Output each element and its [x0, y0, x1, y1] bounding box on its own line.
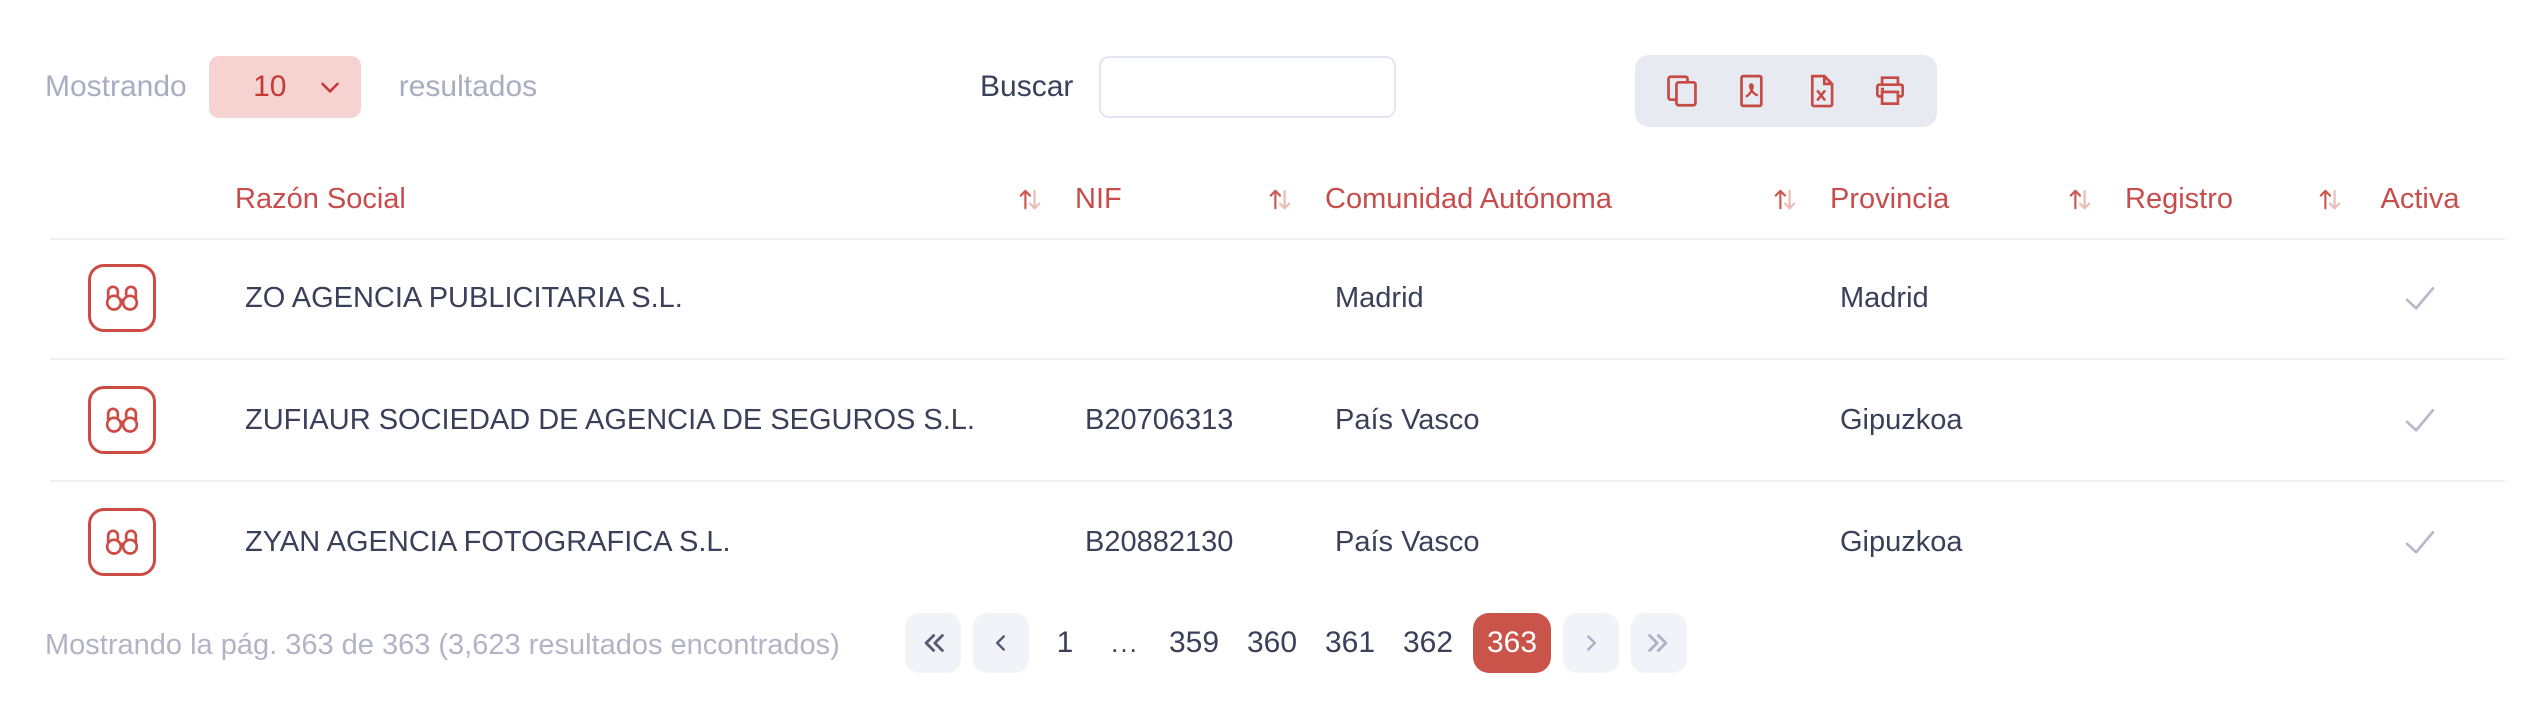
cell-razon-social: ZUFIAUR SOCIEDAD DE AGENCIA DE SEGUROS S…: [245, 403, 975, 436]
pagination-page[interactable]: 360: [1239, 613, 1305, 673]
column-header-label: NIF: [1075, 182, 1122, 215]
cell-nif: B20882130: [1085, 525, 1234, 558]
pagination-ellipsis: ...: [1111, 627, 1139, 658]
column-header-label: Provincia: [1830, 182, 1950, 215]
cell-activa: [2375, 402, 2505, 438]
file-excel-icon: [1802, 72, 1840, 110]
row-actions-cell: [50, 508, 235, 576]
search-control: Buscar: [980, 55, 1397, 119]
table-body: ZO AGENCIA PUBLICITARIA S.L. Madrid Madrid…: [50, 238, 2505, 602]
pagination-page[interactable]: 1: [1041, 613, 1089, 673]
results-label: resultados: [398, 70, 538, 103]
sort-icon: [2065, 184, 2095, 214]
view-details-button[interactable]: [88, 508, 156, 576]
pagination-summary: Mostrando la pág. 363 de 363 (3,623 resu…: [45, 628, 840, 661]
column-header-razon-social[interactable]: Razón Social: [235, 183, 1075, 216]
check-icon: [2402, 524, 2438, 560]
export-toolbar: [1635, 55, 1937, 127]
column-header-label: Activa: [2380, 182, 2460, 215]
sort-icon: [1265, 184, 1295, 214]
pagination-page-current[interactable]: 363: [1473, 613, 1551, 673]
page-size-value: 10: [253, 70, 287, 103]
chevron-down-icon: [320, 82, 339, 93]
column-header-registro[interactable]: Registro: [2125, 183, 2375, 216]
cell-razon-social: ZO AGENCIA PUBLICITARIA S.L.: [245, 281, 683, 314]
sort-icon: [2315, 184, 2345, 214]
column-header-label: Registro: [2125, 182, 2233, 215]
column-header-comunidad-autonoma[interactable]: Comunidad Autónoma: [1325, 183, 1830, 216]
next-page-button[interactable]: [1563, 613, 1619, 673]
table-controls-bar: Mostrando 10 resultados Buscar: [0, 55, 2526, 130]
sort-icon: [1015, 184, 1045, 214]
check-icon: [2402, 280, 2438, 316]
column-header-label: Razón Social: [235, 182, 406, 215]
page-size-select[interactable]: 10: [208, 56, 361, 118]
sort-icon: [1770, 184, 1800, 214]
row-actions-cell: [50, 264, 235, 332]
print-icon: [1871, 72, 1909, 110]
chevrons-right-icon: [1644, 628, 1674, 658]
cell-comunidad-autonoma: País Vasco: [1335, 525, 1480, 558]
copy-button[interactable]: [1659, 68, 1705, 114]
chevrons-left-icon: [918, 628, 948, 658]
check-icon: [2402, 402, 2438, 438]
cell-provincia: Gipuzkoa: [1840, 403, 1963, 436]
export-pdf-button[interactable]: [1728, 68, 1774, 114]
pagination-page[interactable]: 362: [1395, 613, 1461, 673]
file-pdf-icon: [1732, 72, 1770, 110]
table-row: ZO AGENCIA PUBLICITARIA S.L. Madrid Madrid: [50, 238, 2505, 360]
search-input[interactable]: [1099, 56, 1397, 118]
export-excel-button[interactable]: [1798, 68, 1844, 114]
first-page-button[interactable]: [905, 613, 961, 673]
previous-page-button[interactable]: [973, 613, 1029, 673]
column-header-nif[interactable]: NIF: [1075, 183, 1325, 216]
search-label: Buscar: [980, 70, 1074, 103]
table-footer: Mostrando la pág. 363 de 363 (3,623 resu…: [0, 600, 2526, 700]
last-page-button[interactable]: [1631, 613, 1687, 673]
chevron-right-icon: [1578, 630, 1604, 656]
cell-nif: B20706313: [1085, 403, 1234, 436]
cell-provincia: Gipuzkoa: [1840, 525, 1963, 558]
table-row: ZUFIAUR SOCIEDAD DE AGENCIA DE SEGUROS S…: [50, 360, 2505, 482]
cell-comunidad-autonoma: País Vasco: [1335, 403, 1480, 436]
chevron-left-icon: [988, 630, 1014, 656]
page-size-control: Mostrando 10 resultados: [45, 55, 537, 119]
cell-provincia: Madrid: [1840, 281, 1929, 314]
view-details-button[interactable]: [88, 386, 156, 454]
column-header-provincia[interactable]: Provincia: [1830, 183, 2125, 216]
pagination-page[interactable]: 361: [1317, 613, 1383, 673]
copy-icon: [1663, 72, 1701, 110]
cell-activa: [2375, 280, 2505, 316]
cell-activa: [2375, 524, 2505, 560]
table-row: ZYAN AGENCIA FOTOGRAFICA S.L. B20882130 Pa…: [50, 482, 2505, 602]
row-actions-cell: [50, 386, 235, 454]
cell-razon-social: ZYAN AGENCIA FOTOGRAFICA S.L.: [245, 525, 731, 558]
pagination-page[interactable]: 359: [1161, 613, 1227, 673]
column-header-activa: Activa: [2375, 183, 2505, 216]
table-header-row: Razón Social NIF Comunidad Autónoma Provinc…: [50, 160, 2505, 240]
cell-comunidad-autonoma: Madrid: [1335, 281, 1424, 314]
pagination: 1... 359 360 361 362 363: [905, 613, 1687, 673]
binoculars-icon: [102, 278, 142, 318]
binoculars-icon: [102, 400, 142, 440]
binoculars-icon: [102, 522, 142, 562]
column-header-label: Comunidad Autónoma: [1325, 182, 1612, 215]
view-details-button[interactable]: [88, 264, 156, 332]
print-button[interactable]: [1867, 68, 1913, 114]
showing-label: Mostrando: [45, 70, 187, 103]
